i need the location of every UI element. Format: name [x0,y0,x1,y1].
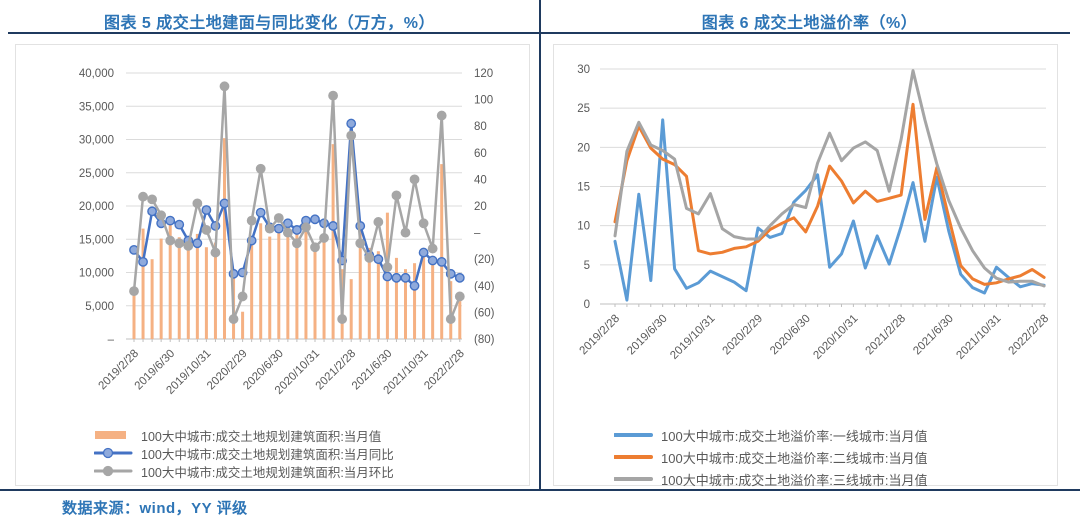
svg-text:5: 5 [584,260,590,272]
svg-text:–: – [108,334,115,346]
y-axis-labels: 30 25 20 15 10 5 0 [577,64,590,311]
svg-text:–: – [474,228,481,240]
left-chart-box: 40,000 35,000 30,000 25,000 20,000 15,000 10,0… [15,44,530,486]
svg-text:2019/10/31: 2019/10/31 [668,313,717,362]
svg-text:60: 60 [474,148,487,160]
svg-text:10: 10 [577,221,590,233]
svg-text:25: 25 [577,103,590,115]
svg-text:120: 120 [474,68,493,80]
left-panel: 图表 5 成交土地建面与同比变化（万方，%） 40,000 35,000 30,00… [0,0,541,489]
legend-line-swatch-icon [614,477,653,481]
line-series-1 [613,102,1046,286]
svg-text:2022/2/28: 2022/2/28 [1007,313,1052,358]
svg-text:15,000: 15,000 [79,234,114,246]
legend-label: 100大中城市:成交土地溢价率:一线城市:当月值 [661,428,928,444]
legend-item: 100大中城市:成交土地规划建筑面积:当月同比 [94,444,529,462]
line-series-0 [129,118,465,291]
svg-text:20,000: 20,000 [79,201,114,213]
legend-label: 100大中城市:成交土地溢价率:三线城市:当月值 [661,472,928,488]
svg-text:2021/6/30: 2021/6/30 [911,313,956,358]
footer-rule [0,489,1080,491]
x-axis [600,303,1046,307]
svg-text:15: 15 [577,182,590,194]
x-axis-labels: 2019/2/282019/6/302019/10/312020/2/29202… [96,348,466,397]
data-source-note: 数据来源：wind，YY 评级 [62,500,248,517]
right-title-rule [541,32,1070,34]
svg-text:40: 40 [474,174,487,186]
svg-text:(20): (20) [474,254,495,266]
svg-text:2020/2/29: 2020/2/29 [720,313,765,358]
legend-line-swatch-icon [614,455,653,459]
svg-text:2021/10/31: 2021/10/31 [954,313,1003,362]
left-chart-legend: 100大中城市:成交土地规划建筑面积:当月值 100大中城市:成交土地规划建筑面积… [94,426,529,480]
legend-item: 100大中城市:成交土地溢价率:二线城市:当月值 [614,446,1057,468]
left-chart-title: 图表 5 成交土地建面与同比变化（万方，%） [103,15,436,32]
legend-item: 100大中城市:成交土地溢价率:一线城市:当月值 [614,424,1057,446]
legend-item: 100大中城市:成交土地规划建筑面积:当月环比 [94,462,529,480]
svg-text:2021/2/28: 2021/2/28 [864,313,909,358]
svg-text:30,000: 30,000 [79,135,114,147]
svg-text:(40): (40) [474,281,495,293]
svg-text:(80): (80) [474,334,495,346]
gridlines [126,72,462,307]
x-axis [126,338,462,342]
chart-columns: 图表 5 成交土地建面与同比变化（万方，%） 40,000 35,000 30,00… [0,0,1078,489]
svg-text:5,000: 5,000 [85,301,114,313]
right-panel: 图表 6 成交土地溢价率（%） 30 25 20 15 10 5 0 2019/2/28 201… [541,0,1078,489]
svg-text:0: 0 [584,299,590,311]
secondary-y-axis-labels: 120 100 80 60 40 20 – (20) (40) (60) (80) [474,68,495,346]
svg-text:25,000: 25,000 [79,168,114,180]
svg-text:40,000: 40,000 [79,68,114,80]
svg-text:2020/10/31: 2020/10/31 [811,313,860,362]
legend-item: 100大中城市:成交土地规划建筑面积:当月值 [94,426,529,444]
legend-label: 100大中城市:成交土地规划建筑面积:当月值 [141,429,382,444]
right-chart-title: 图表 6 成交土地溢价率（%） [701,15,918,32]
left-chart: 40,000 35,000 30,000 25,000 20,000 15,000 10,0… [16,45,529,422]
line-series-0 [613,118,1046,302]
right-chart-legend: 100大中城市:成交土地溢价率:一线城市:当月值 100大中城市:成交土地溢价率:… [614,424,1057,490]
chart-canvas: 30 25 20 15 10 5 0 2019/2/28 2019/6/302019/10/31… [577,64,1051,362]
svg-text:2020/6/30: 2020/6/30 [768,313,813,358]
legend-line-swatch-icon [94,447,133,459]
svg-text:20: 20 [577,142,590,154]
legend-label: 100大中城市:成交土地规划建筑面积:当月环比 [141,465,394,480]
right-chart: 30 25 20 15 10 5 0 2019/2/28 2019/6/30 2019/10/31… [554,45,1057,418]
legend-label: 100大中城市:成交土地规划建筑面积:当月同比 [141,447,394,462]
legend-line-swatch-icon [614,433,653,437]
svg-text:10,000: 10,000 [79,268,114,280]
svg-text:2019/6/30: 2019/6/30 [625,313,670,358]
y-axis-labels: 40,000 35,000 30,000 25,000 20,000 15,000 10,0… [79,68,115,346]
legend-item: 100大中城市:成交土地溢价率:三线城市:当月值 [614,468,1057,490]
svg-text:30: 30 [577,64,590,76]
svg-text:(60): (60) [474,307,495,319]
svg-text:20: 20 [474,201,487,213]
line-series-1 [129,81,465,324]
left-title-rule [8,32,539,34]
right-chart-box: 30 25 20 15 10 5 0 2019/2/28 2019/6/30 2019/10/31… [553,44,1058,488]
svg-text:80: 80 [474,121,487,133]
svg-text:2022/2/28: 2022/2/28 [422,348,467,393]
svg-text:2019/2/28: 2019/2/28 [577,313,622,358]
chart-canvas: 40,000 35,000 30,000 25,000 20,000 15,000 10,0… [79,68,495,397]
legend-bar-swatch-icon [95,431,126,439]
legend-label: 100大中城市:成交土地溢价率:二线城市:当月值 [661,450,928,466]
line-series-2 [613,69,1046,288]
svg-text:35,000: 35,000 [79,101,114,113]
svg-text:100: 100 [474,95,493,107]
legend-line-swatch-icon [94,465,133,477]
